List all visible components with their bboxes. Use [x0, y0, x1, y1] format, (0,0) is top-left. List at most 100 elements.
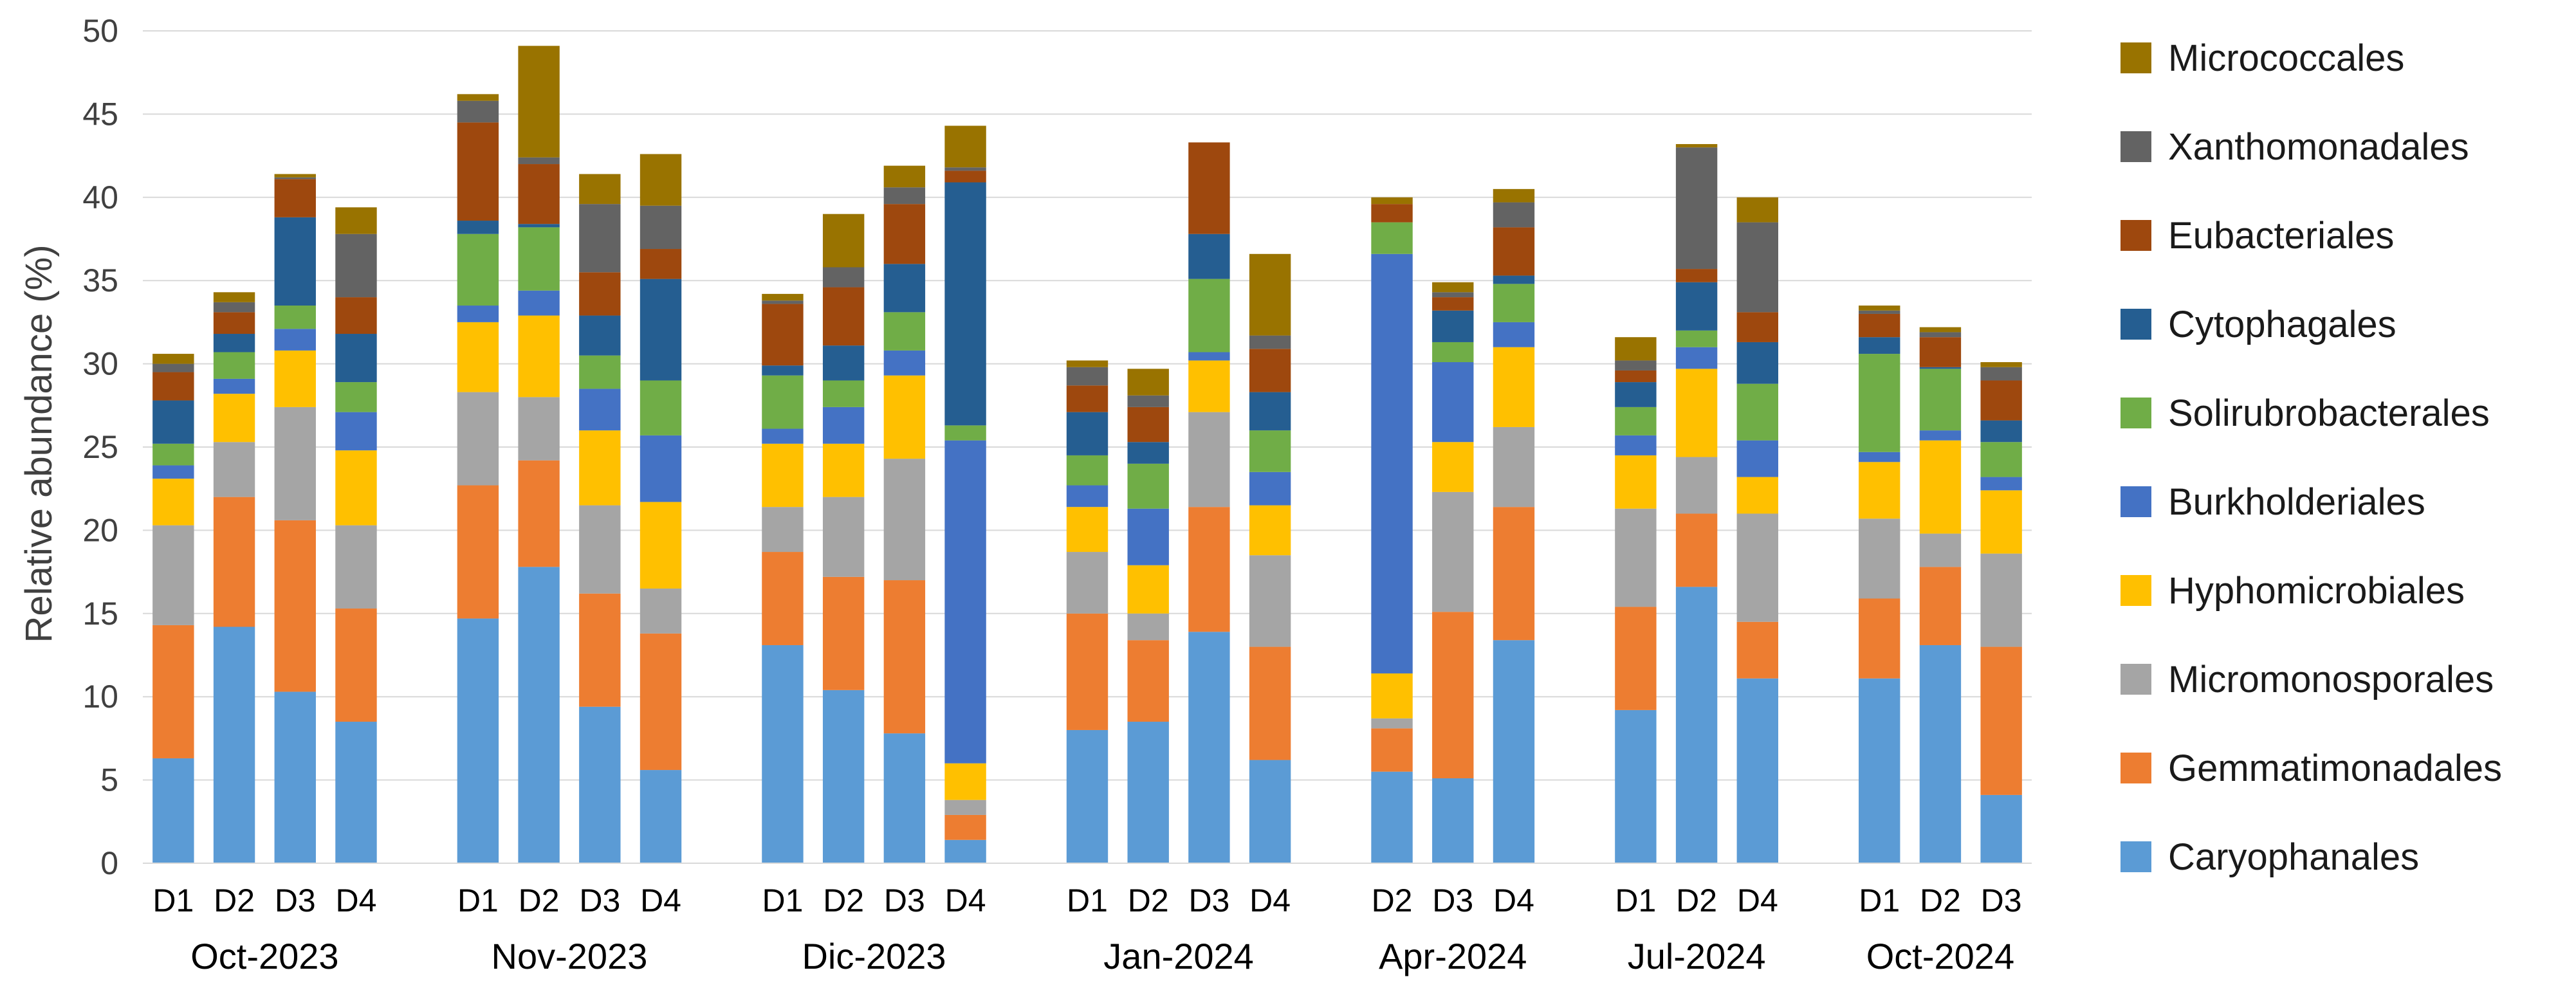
- bar-segment-hyphomicrobiales: [639, 502, 682, 589]
- bar-segment-gemmatimonadales: [274, 520, 316, 692]
- bar-segment-caryophanales: [213, 627, 255, 863]
- bar-segment-burkholderiales: [335, 412, 377, 451]
- legend: Micrococcales Xanthomonadales Eubacteriale…: [2121, 37, 2502, 878]
- bar-segment-eubacteriales: [1493, 227, 1535, 276]
- bar-segment-eubacteriales: [1919, 337, 1962, 367]
- legend-label: Cytophagales: [2168, 304, 2397, 345]
- legend-label: Gemmatimonadales: [2168, 747, 2502, 789]
- bar-segment-burkholderiales: [822, 407, 865, 444]
- bar-segment-micromonosporales: [335, 525, 377, 609]
- bar-segment-eubacteriales: [335, 297, 377, 334]
- bar-segment-solirubrobacterales: [457, 233, 499, 306]
- bar-segment-burkholderiales: [762, 428, 804, 444]
- bar-segment-xanthomonadales: [1432, 292, 1474, 298]
- bar-segment-hyphomicrobiales: [1493, 347, 1535, 427]
- y-tick-label: 15: [82, 596, 118, 632]
- bar-segment-cytophagales: [762, 365, 804, 376]
- bar-segment-xanthomonadales: [883, 187, 926, 205]
- bar-segment-eubacteriales: [762, 304, 804, 366]
- bar-segment-solirubrobacterales: [883, 312, 926, 351]
- sample-label: D4: [336, 883, 377, 919]
- bar-segment-hyphomicrobiales: [1249, 505, 1291, 556]
- group-label: Nov-2023: [492, 936, 648, 976]
- bar-segment-eubacteriales: [152, 372, 194, 401]
- bar-segment-micrococcales: [883, 165, 926, 188]
- bar-segment-xanthomonadales: [762, 300, 804, 304]
- bar-segment-cytophagales: [213, 334, 255, 352]
- legend-swatch: [2121, 841, 2151, 872]
- bar-segment-gemmatimonadales: [152, 625, 194, 758]
- bar-segment-burkholderiales: [1675, 347, 1718, 369]
- bar-segment-eubacteriales: [822, 287, 865, 346]
- bar-segment-xanthomonadales: [639, 205, 682, 250]
- sample-label: D3: [1188, 883, 1229, 919]
- bar-segment-xanthomonadales: [822, 267, 865, 288]
- bar-segment-solirubrobacterales: [335, 382, 377, 412]
- bar-segment-eubacteriales: [883, 204, 926, 264]
- sample-label: D4: [640, 883, 681, 919]
- legend-label: Hyphomicrobiales: [2168, 570, 2465, 612]
- bar-segment-burkholderiales: [639, 435, 682, 502]
- bar-segment-hyphomicrobiales: [1371, 673, 1413, 718]
- legend-swatch: [2121, 664, 2151, 695]
- y-tick-label: 45: [82, 96, 118, 132]
- sample-label: D1: [152, 883, 194, 919]
- bar-segment-gemmatimonadales: [762, 552, 804, 645]
- bar-segment-xanthomonadales: [1127, 395, 1169, 407]
- y-tick-label: 20: [82, 512, 118, 548]
- bar-segment-eubacteriales: [213, 312, 255, 334]
- bar-segment-cytophagales: [579, 315, 621, 356]
- bars: [152, 46, 2022, 863]
- bar-segment-cytophagales: [822, 345, 865, 381]
- bar-segment-micromonosporales: [1493, 426, 1535, 508]
- bar-segment-hyphomicrobiales: [1736, 477, 1779, 514]
- bar-segment-micromonosporales: [1980, 553, 2022, 647]
- bar-segment-cytophagales: [457, 221, 499, 234]
- group-label: Oct-2024: [1866, 936, 2014, 976]
- bar-segment-burkholderiales: [1493, 322, 1535, 347]
- bar-segment-micrococcales: [1249, 253, 1291, 336]
- bar-segment-xanthomonadales: [1615, 360, 1657, 370]
- bar-segment-hyphomicrobiales: [1066, 507, 1109, 553]
- bar-segment-eubacteriales: [1188, 142, 1230, 234]
- bar-segment-burkholderiales: [1127, 508, 1169, 565]
- legend-swatch: [2121, 486, 2151, 517]
- bar-segment-cytophagales: [1432, 310, 1474, 342]
- bar-segment-solirubrobacterales: [1919, 369, 1962, 431]
- bar-segment-gemmatimonadales: [1371, 728, 1413, 772]
- bar-segment-burkholderiales: [1066, 485, 1109, 508]
- legend-swatch: [2121, 309, 2151, 340]
- bar-segment-caryophanales: [1615, 709, 1657, 863]
- legend-label: Burkholderiales: [2168, 481, 2425, 523]
- sample-label: D4: [1493, 883, 1534, 919]
- bar-segment-eubacteriales: [944, 170, 986, 183]
- bar-segment-solirubrobacterales: [518, 227, 560, 291]
- y-tick-label: 40: [82, 179, 118, 215]
- sample-label: D1: [457, 883, 499, 919]
- bar-segment-cytophagales: [1127, 442, 1169, 464]
- bar-segment-micromonosporales: [1249, 555, 1291, 647]
- bar-segment-caryophanales: [1432, 778, 1474, 863]
- bar-segment-micrococcales: [1127, 369, 1169, 396]
- bar-segment-eubacteriales: [1675, 269, 1718, 282]
- bar-segment-caryophanales: [1066, 729, 1109, 863]
- bar-segment-eubacteriales: [1066, 385, 1109, 412]
- sample-label: D1: [1067, 883, 1108, 919]
- legend-label: Solirubrobacterales: [2168, 392, 2490, 434]
- bar-segment-gemmatimonadales: [1980, 646, 2022, 795]
- bar-segment-hyphomicrobiales: [1675, 369, 1718, 457]
- sample-label: D2: [1128, 883, 1169, 919]
- bar-segment-cytophagales: [1188, 233, 1230, 279]
- bar-segment-micromonosporales: [762, 507, 804, 553]
- bar-segment-caryophanales: [335, 722, 377, 863]
- sample-label: D4: [1249, 883, 1291, 919]
- bar-segment-solirubrobacterales: [1188, 279, 1230, 352]
- sample-label: D3: [579, 883, 620, 919]
- bar-segment-hyphomicrobiales: [944, 763, 986, 800]
- bar-segment-burkholderiales: [1188, 352, 1230, 361]
- bar-segment-micromonosporales: [1615, 508, 1657, 607]
- bar-segment-xanthomonadales: [1493, 202, 1535, 228]
- bar-segment-solirubrobacterales: [213, 352, 255, 379]
- bar-segment-eubacteriales: [1371, 204, 1413, 223]
- sample-label: D4: [945, 883, 986, 919]
